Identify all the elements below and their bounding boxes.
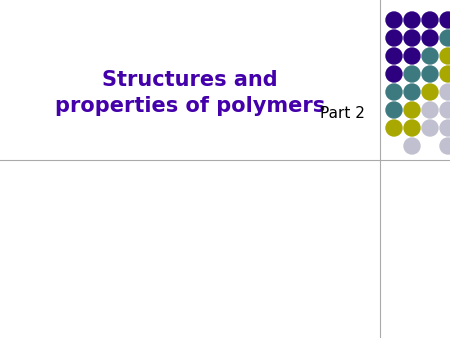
Circle shape <box>440 66 450 82</box>
Text: Part 2: Part 2 <box>320 105 365 121</box>
Circle shape <box>422 12 438 28</box>
Circle shape <box>422 30 438 46</box>
Circle shape <box>386 12 402 28</box>
Circle shape <box>386 48 402 64</box>
Circle shape <box>440 120 450 136</box>
Circle shape <box>404 84 420 100</box>
Circle shape <box>440 84 450 100</box>
Circle shape <box>440 12 450 28</box>
Circle shape <box>404 102 420 118</box>
Circle shape <box>422 48 438 64</box>
Circle shape <box>404 48 420 64</box>
Circle shape <box>404 30 420 46</box>
Circle shape <box>386 84 402 100</box>
Circle shape <box>440 30 450 46</box>
Circle shape <box>404 138 420 154</box>
Circle shape <box>386 120 402 136</box>
Circle shape <box>386 30 402 46</box>
Circle shape <box>404 120 420 136</box>
Circle shape <box>440 138 450 154</box>
Circle shape <box>404 12 420 28</box>
Circle shape <box>422 84 438 100</box>
Circle shape <box>422 66 438 82</box>
Text: Structures and
properties of polymers: Structures and properties of polymers <box>55 70 325 116</box>
Circle shape <box>422 120 438 136</box>
Circle shape <box>404 66 420 82</box>
Circle shape <box>422 102 438 118</box>
Circle shape <box>440 102 450 118</box>
Circle shape <box>440 48 450 64</box>
Circle shape <box>386 102 402 118</box>
Circle shape <box>386 66 402 82</box>
